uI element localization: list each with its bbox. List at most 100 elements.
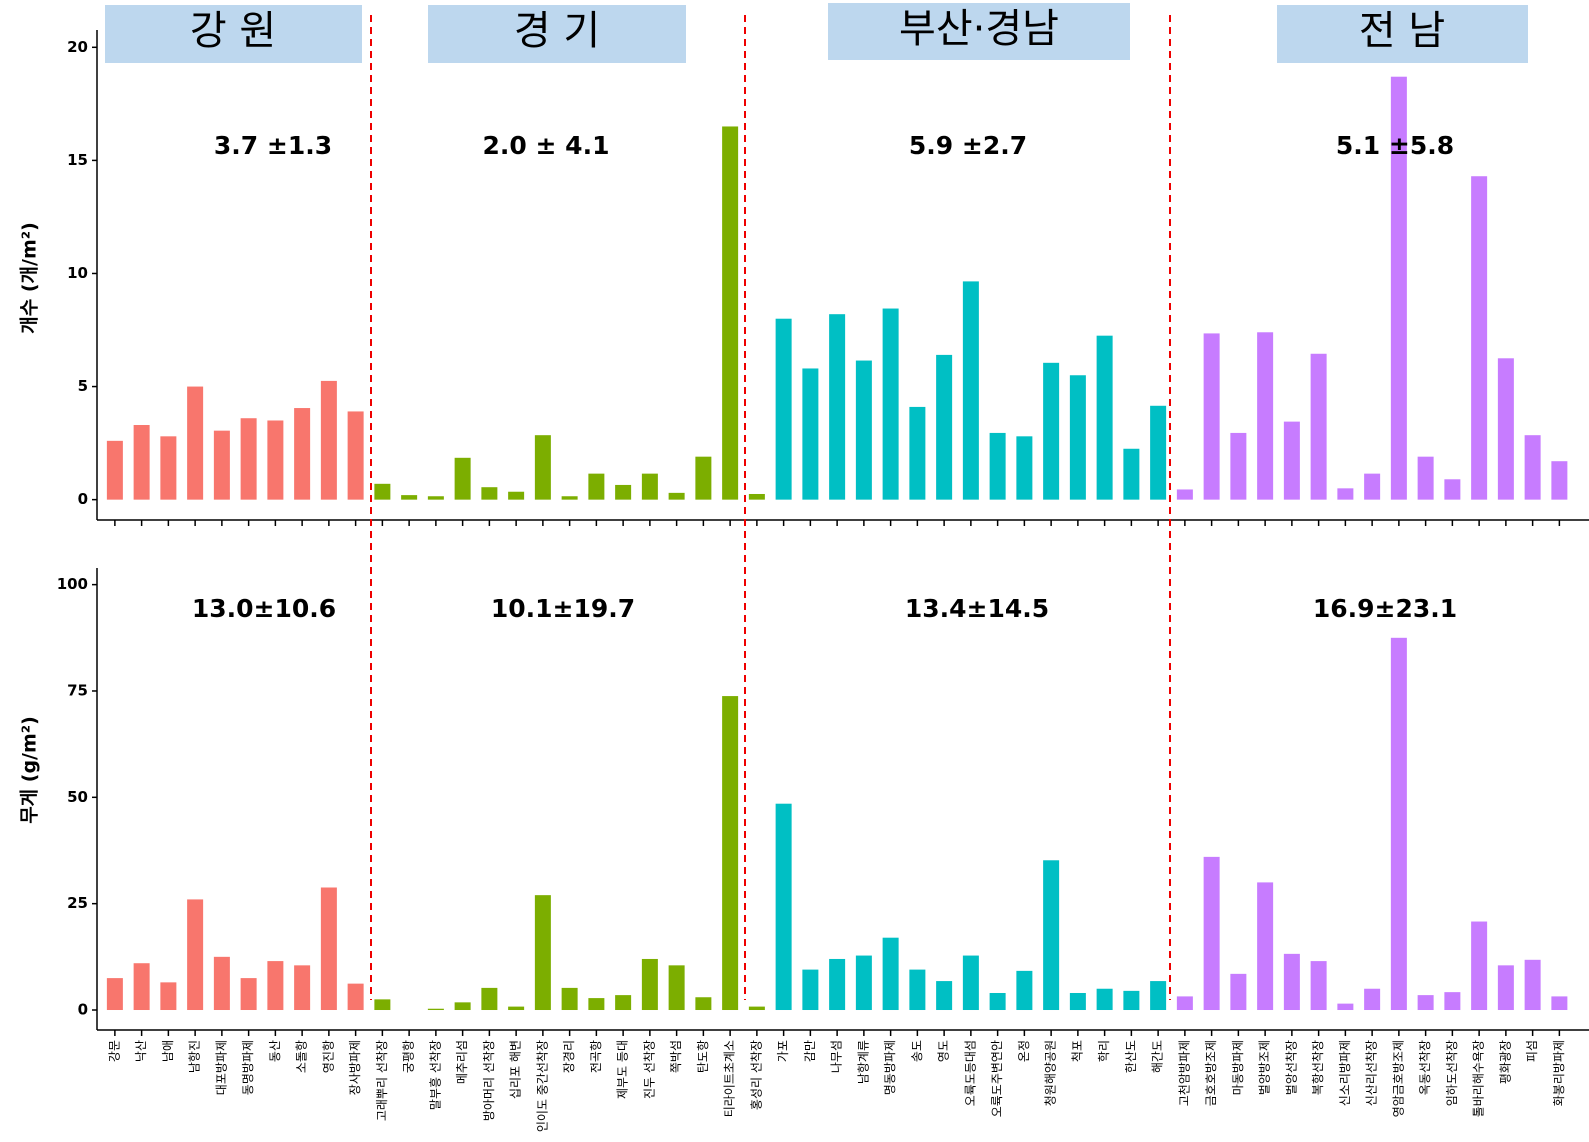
stat-annotation: 10.1±19.7 (491, 594, 635, 623)
bar (427, 496, 444, 500)
bar (454, 457, 471, 500)
stat-annotation: 2.0 ± 4.1 (483, 131, 610, 160)
bar (1096, 988, 1113, 1011)
y-tick-label: 0 (78, 490, 88, 508)
x-tick-label: 인이도 중간선착장 (535, 1040, 549, 1132)
y-tick-label: 5 (78, 377, 88, 395)
x-tick-label: 강문 (107, 1040, 121, 1062)
bar (1551, 996, 1568, 1011)
stat-annotation: 5.9 ±2.7 (909, 131, 1027, 160)
region-header: 전 남 (1359, 8, 1445, 54)
bar (213, 430, 230, 500)
y-tick-label: 0 (78, 1001, 88, 1019)
x-tick-label: 신산리선착장 (1365, 1040, 1379, 1106)
x-tick-label: 청원해양공원 (1044, 1040, 1058, 1106)
bar (775, 803, 792, 1011)
bar (909, 969, 926, 1011)
x-tick-label: 명동방파제 (883, 1040, 897, 1095)
bar (1471, 921, 1488, 1011)
x-tick-label: 척포 (1070, 1040, 1084, 1062)
header-box (1277, 5, 1528, 63)
x-tick-label: 톨바리해수욕장 (1472, 1040, 1486, 1117)
bar (1390, 76, 1407, 500)
x-tick-label: 홍성리 선착장 (749, 1040, 763, 1110)
x-tick-label: 영진항 (321, 1040, 335, 1073)
bar (1176, 489, 1193, 500)
bar (1337, 488, 1354, 500)
x-tick-label: 메추리섬 (455, 1040, 469, 1084)
x-tick-label: 방아머리 선착장 (482, 1040, 496, 1121)
bar (1444, 992, 1461, 1011)
bar (748, 493, 765, 500)
x-tick-label: 말부흥 선착장 (428, 1040, 442, 1110)
bar (267, 420, 284, 500)
bar (1069, 375, 1086, 500)
x-tick-label: 남항진 (188, 1040, 202, 1073)
x-tick-label: 십리포 해변 (509, 1040, 523, 1099)
bar (187, 386, 204, 500)
bar (936, 981, 953, 1011)
x-tick-label: 신소리방파제 (1338, 1040, 1352, 1106)
x-tick-label: 소돌항 (295, 1040, 309, 1073)
bar (187, 899, 204, 1011)
x-tick-label: 대포방파제 (214, 1040, 228, 1095)
x-tick-label: 궁평항 (402, 1040, 416, 1073)
bar (1417, 995, 1434, 1011)
x-tick-label: 장사방파제 (348, 1040, 362, 1095)
x-tick-label: 벌앙방조제 (1258, 1040, 1272, 1095)
x-tick-label: 남항계류 (856, 1040, 870, 1084)
bar (160, 982, 177, 1011)
bar (401, 495, 418, 500)
x-tick-label: 해간도 (1151, 1040, 1165, 1073)
bar (481, 987, 498, 1011)
bar (1150, 981, 1167, 1011)
bar (561, 496, 578, 500)
y-tick-label: 25 (67, 894, 88, 912)
bar (1310, 961, 1327, 1011)
bar (534, 895, 551, 1011)
stat-annotation: 13.0±10.6 (192, 594, 336, 623)
x-tick-label: 영암금호방조제 (1391, 1040, 1405, 1117)
x-tick-label: 진두 선착장 (642, 1040, 656, 1099)
bar (1471, 176, 1488, 500)
x-tick-label: 송도 (910, 1040, 924, 1062)
x-tick-label: 고천암방파제 (1176, 1040, 1191, 1106)
bar (508, 1006, 525, 1011)
bar (1444, 479, 1461, 500)
bar (641, 958, 658, 1011)
bar (989, 992, 1006, 1011)
x-tick-label: 전곡항 (589, 1040, 603, 1073)
bar (1096, 335, 1113, 500)
x-tick-label: 제부도 등대 (616, 1040, 630, 1099)
bar (909, 406, 926, 500)
bar (588, 473, 605, 500)
bar (962, 281, 979, 500)
x-tick-label: 화봉리방파제 (1552, 1040, 1566, 1106)
x-tick-label: 남애 (161, 1040, 175, 1062)
bar (936, 354, 953, 500)
bar (508, 491, 525, 500)
bar (106, 440, 123, 500)
bar (882, 308, 899, 500)
bar (1043, 860, 1060, 1011)
bar (347, 411, 364, 500)
bar (454, 1002, 471, 1011)
region-header: 경 기 (514, 8, 600, 54)
bar (320, 887, 337, 1011)
bar (962, 955, 979, 1011)
bar (1524, 959, 1541, 1011)
header-box (428, 5, 686, 63)
x-tick-label: 마동방파제 (1231, 1040, 1245, 1095)
bar (240, 418, 257, 500)
bar (1230, 432, 1247, 500)
bar (695, 997, 712, 1011)
bar (1310, 353, 1327, 500)
bar (1257, 332, 1274, 500)
stat-annotation: 3.7 ±1.3 (214, 131, 332, 160)
bar (829, 958, 846, 1011)
bar (561, 987, 578, 1011)
y-tick-label: 75 (67, 681, 88, 699)
region-header: 강 원 (190, 8, 276, 54)
bar (1123, 990, 1140, 1011)
